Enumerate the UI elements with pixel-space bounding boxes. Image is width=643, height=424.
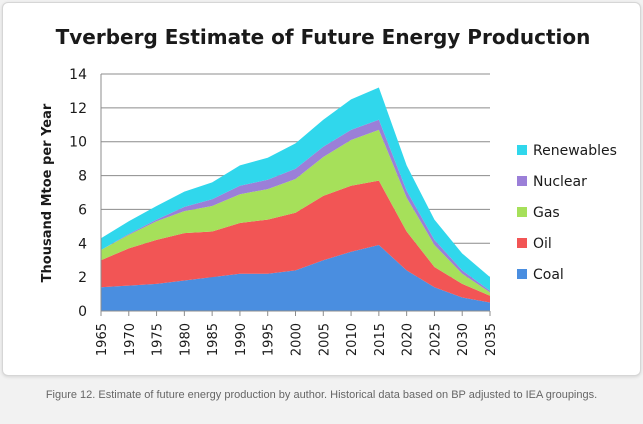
y-tick-label: 14 [69,67,87,83]
x-tick-label: 1985 [206,323,221,356]
x-tick-label: 2005 [317,323,332,356]
legend-label-nuclear: Nuclear [533,174,587,190]
legend-label-coal: Coal [533,267,564,283]
legend-swatch-coal [517,269,527,279]
legend-swatch-oil [517,238,527,248]
axes: 0 2 4 6 8 10 12 14 1965 1970 1975 1980 1985 1990 1995 2… [69,67,499,356]
x-tick-label: 1990 [234,323,249,356]
x-tick-label: 2035 [484,323,499,356]
x-tick-label: 2025 [428,323,443,356]
area-chart: Tverberg Estimate of Future Energy Produ… [40,25,617,356]
y-tick-label: 8 [78,169,87,185]
x-tick-label: 2020 [401,323,416,356]
legend-swatch-renewables [517,145,527,155]
area-series-coal [101,244,490,311]
legend: Renewables Nuclear Gas Oil Coal [517,143,617,283]
legend-label-oil: Oil [533,236,552,252]
figure-caption: Figure 12. Estimate of future energy pro… [45,389,598,401]
x-tick-label: 1995 [262,323,277,356]
legend-label-gas: Gas [533,205,560,221]
x-tick-label: 1980 [178,323,193,356]
y-tick-label: 10 [69,135,87,151]
y-tick-label: 6 [78,202,87,218]
x-tick-label: 2015 [373,323,388,356]
x-tick-label: 1970 [123,323,138,356]
x-tick-label: 2010 [345,323,360,356]
y-tick-label: 4 [78,236,87,252]
legend-swatch-gas [517,207,527,217]
stacked-areas [101,87,490,311]
area-series-nuclear [101,119,490,293]
area-series-renewables [101,87,490,291]
y-axis-label: Thousand Mtoe per Year [40,103,55,282]
area-series-oil [101,180,490,303]
legend-label-renewables: Renewables [533,143,617,159]
x-tick-label: 2030 [456,323,471,356]
x-tick-label: 1975 [151,323,166,356]
legend-swatch-nuclear [517,176,527,186]
chart-title: Tverberg Estimate of Future Energy Produ… [56,25,591,49]
y-tick-label: 2 [78,270,87,286]
y-tick-label: 12 [69,101,87,117]
x-tick-label: 1965 [95,323,110,356]
figure-frame: Tverberg Estimate of Future Energy Produ… [2,2,641,376]
area-series-gas [101,129,490,296]
x-tick-label: 2000 [290,323,305,356]
y-tick-label: 0 [78,304,87,320]
